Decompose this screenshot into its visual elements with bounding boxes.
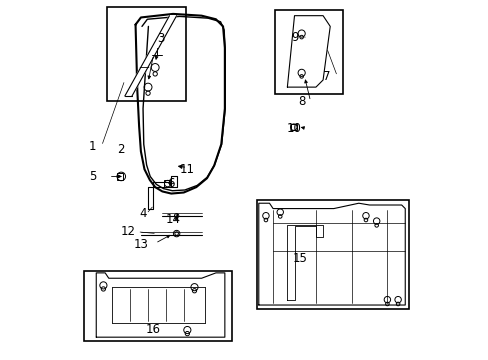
Text: 16: 16 xyxy=(145,323,161,336)
Text: 3: 3 xyxy=(157,32,164,45)
Text: 6: 6 xyxy=(167,177,175,190)
Text: 10: 10 xyxy=(286,122,301,135)
Bar xyxy=(107,7,185,102)
Text: 8: 8 xyxy=(297,95,305,108)
Bar xyxy=(164,180,171,187)
Bar xyxy=(257,200,408,309)
Text: 13: 13 xyxy=(133,238,148,251)
Bar xyxy=(290,124,296,130)
Text: 7: 7 xyxy=(322,70,330,83)
Polygon shape xyxy=(124,16,176,96)
Text: 2: 2 xyxy=(117,143,125,156)
Bar xyxy=(274,10,342,94)
Text: 11: 11 xyxy=(180,163,194,176)
Text: 1: 1 xyxy=(89,140,96,153)
Text: 15: 15 xyxy=(292,252,306,265)
Text: 4: 4 xyxy=(139,207,146,220)
Text: 14: 14 xyxy=(165,213,180,226)
Text: 12: 12 xyxy=(121,225,136,238)
Text: 5: 5 xyxy=(89,170,96,183)
Bar xyxy=(117,173,123,180)
Bar xyxy=(83,271,231,341)
Text: 9: 9 xyxy=(290,31,298,44)
